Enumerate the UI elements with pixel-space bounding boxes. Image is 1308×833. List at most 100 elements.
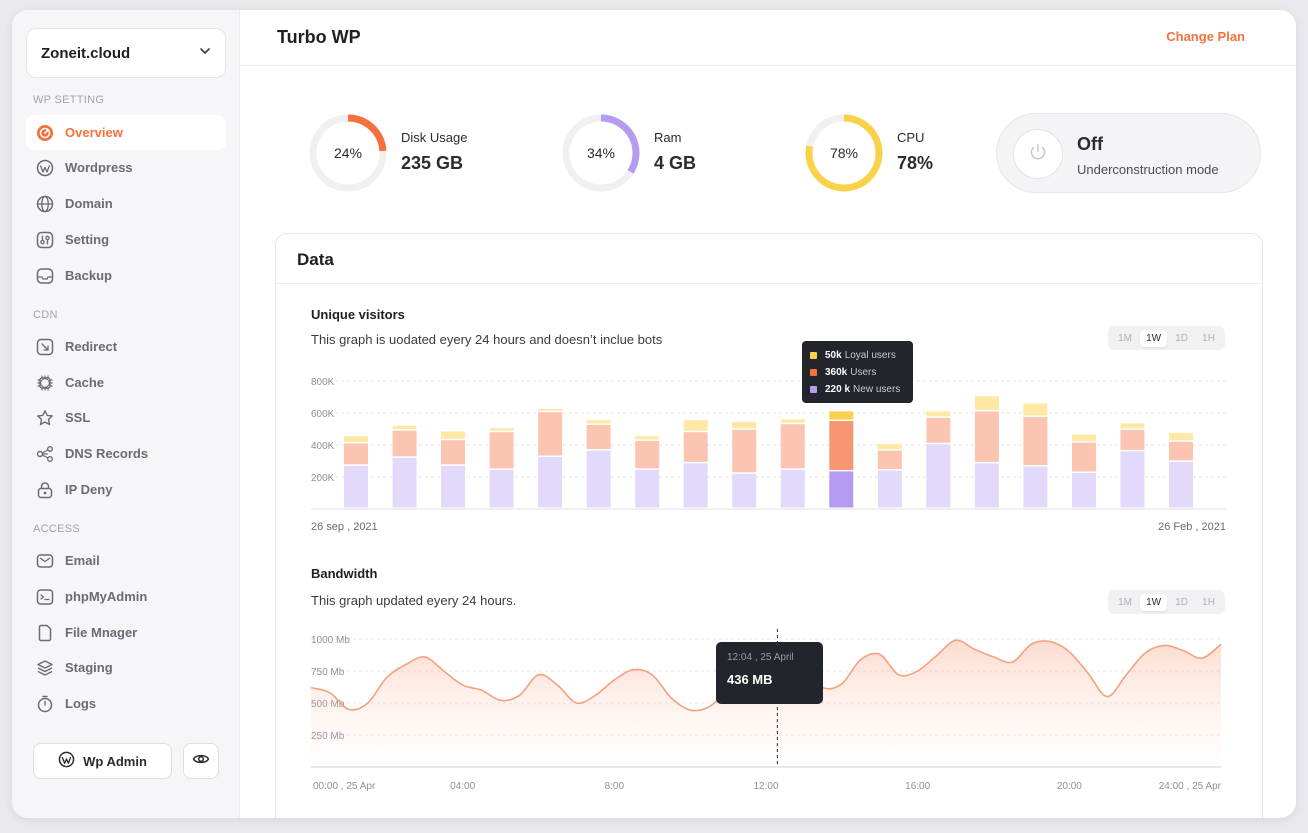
maintenance-state: Off (1077, 134, 1103, 154)
sidebar-item-email[interactable]: Email (26, 543, 226, 578)
bar-segment-users[interactable] (829, 421, 854, 470)
bar-segment-new-users[interactable] (877, 470, 902, 508)
range-1w[interactable]: 1W (1140, 329, 1168, 347)
bar-segment-loyal-users[interactable] (538, 409, 563, 411)
bar-segment-users[interactable] (1071, 442, 1096, 472)
bar-segment-new-users[interactable] (635, 469, 660, 508)
sidebar-item-ip-deny[interactable]: IP Deny (26, 472, 226, 507)
preview-button[interactable] (183, 743, 219, 779)
bar-segment-new-users[interactable] (926, 444, 951, 508)
sidebar-item-logs[interactable]: Logs (26, 686, 226, 721)
bar-segment-users[interactable] (1023, 417, 1048, 466)
bar-segment-loyal-users[interactable] (392, 425, 417, 430)
bar-segment-users[interactable] (1120, 429, 1145, 450)
bar-segment-users[interactable] (1169, 441, 1193, 461)
bar-segment-loyal-users[interactable] (732, 421, 757, 429)
sidebar-item-label: Logs (65, 696, 97, 711)
sidebar-item-domain[interactable]: Domain (26, 186, 226, 221)
bar-segment-loyal-users[interactable] (829, 411, 854, 420)
bandwidth-title: Bandwidth (311, 566, 378, 581)
bar-segment-loyal-users[interactable] (1120, 423, 1145, 429)
visitors-range-selector: 1M 1W 1D 1H (1108, 326, 1225, 350)
sidebar-item-phpmyadmin[interactable]: phpMyAdmin (26, 579, 226, 614)
bar-segment-users[interactable] (441, 440, 466, 465)
bar-segment-loyal-users[interactable] (974, 396, 999, 410)
bar-segment-users[interactable] (683, 432, 708, 462)
power-button[interactable] (1013, 129, 1063, 179)
sidebar-item-file-manager[interactable]: File Mnager (26, 615, 226, 650)
bar-segment-users[interactable] (926, 417, 951, 443)
sidebar-item-setting[interactable]: Setting (26, 222, 226, 257)
bar-segment-loyal-users[interactable] (1169, 433, 1193, 441)
bar-segment-loyal-users[interactable] (586, 420, 611, 424)
bar-segment-new-users[interactable] (489, 469, 514, 508)
bar-segment-new-users[interactable] (586, 450, 611, 508)
bar-segment-users[interactable] (732, 429, 757, 473)
bar-segment-loyal-users[interactable] (1071, 434, 1096, 442)
range-1m[interactable]: 1M (1118, 332, 1132, 344)
tooltip-value: 360k (825, 367, 848, 378)
range-1h[interactable]: 1H (1202, 596, 1215, 608)
section-label-access: ACCESS (33, 523, 81, 535)
visitors-subtitle: This graph is uodated eyery 24 hours and… (311, 332, 663, 347)
ram-percent: 34% (586, 145, 616, 161)
bar-segment-new-users[interactable] (974, 463, 999, 508)
ring-progress-arc (805, 114, 883, 192)
maintenance-toggle[interactable]: Off Underconstruction mode (996, 113, 1261, 193)
bar-segment-new-users[interactable] (1169, 461, 1193, 508)
sidebar-item-redirect[interactable]: Redirect (26, 329, 226, 364)
sidebar-item-dns-records[interactable]: DNS Records (26, 436, 226, 471)
bar-segment-new-users[interactable] (441, 465, 466, 508)
bar-segment-users[interactable] (635, 441, 660, 469)
bar-segment-loyal-users[interactable] (489, 428, 514, 431)
sidebar-item-backup[interactable]: Backup (26, 258, 226, 293)
sidebar-item-overview[interactable]: Overview (26, 115, 226, 150)
bar-segment-new-users[interactable] (732, 473, 757, 508)
bar-segment-new-users[interactable] (1120, 451, 1145, 508)
tooltip-value: 220 k (825, 384, 851, 395)
bar-segment-new-users[interactable] (683, 463, 708, 508)
bar-segment-new-users[interactable] (829, 471, 854, 508)
range-1h[interactable]: 1H (1202, 332, 1215, 344)
bar-segment-users[interactable] (974, 411, 999, 462)
y-tick-label: 200K (311, 473, 335, 484)
bar-segment-users[interactable] (538, 412, 563, 456)
sidebar-item-label: Backup (65, 268, 112, 283)
bar-segment-users[interactable] (586, 425, 611, 450)
range-1m[interactable]: 1M (1118, 596, 1132, 608)
bar-segment-new-users[interactable] (780, 469, 805, 508)
bar-segment-users[interactable] (344, 443, 368, 465)
bar-segment-new-users[interactable] (392, 457, 417, 508)
data-card-title: Data (297, 250, 334, 269)
bar-segment-loyal-users[interactable] (780, 419, 805, 423)
bar-segment-new-users[interactable] (1023, 466, 1048, 508)
sidebar-item-label: Redirect (65, 339, 118, 354)
tooltip-row-new: 220 k New users (810, 381, 905, 398)
bar-segment-new-users[interactable] (1071, 473, 1096, 508)
range-1d[interactable]: 1D (1175, 332, 1189, 344)
site-selector[interactable]: Zoneit.cloud (26, 28, 226, 78)
bar-segment-loyal-users[interactable] (877, 444, 902, 450)
range-1d[interactable]: 1D (1175, 596, 1189, 608)
bar-segment-users[interactable] (877, 450, 902, 470)
sidebar-item-staging[interactable]: Staging (26, 650, 226, 685)
sliders-icon (36, 231, 54, 249)
sidebar-item-wordpress[interactable]: Wordpress (26, 150, 226, 185)
bar-segment-loyal-users[interactable] (635, 436, 660, 440)
bar-segment-loyal-users[interactable] (1023, 403, 1048, 416)
sidebar-item-cache[interactable]: Cache (26, 365, 226, 400)
bar-segment-users[interactable] (489, 432, 514, 469)
bar-segment-new-users[interactable] (344, 465, 368, 508)
wp-admin-button[interactable]: Wp Admin (33, 743, 172, 779)
bar-segment-loyal-users[interactable] (441, 431, 466, 439)
range-1w[interactable]: 1W (1140, 593, 1168, 611)
bar-segment-users[interactable] (392, 430, 417, 457)
bar-segment-loyal-users[interactable] (683, 420, 708, 431)
sidebar-item-ssl[interactable]: SSL (26, 400, 226, 435)
bar-segment-loyal-users[interactable] (344, 436, 368, 442)
change-plan-link[interactable]: Change Plan (1166, 29, 1245, 44)
bar-segment-new-users[interactable] (538, 457, 563, 508)
bar-segment-loyal-users[interactable] (926, 411, 951, 417)
topbar: Turbo WP Change Plan (241, 10, 1296, 66)
bar-segment-users[interactable] (780, 424, 805, 469)
